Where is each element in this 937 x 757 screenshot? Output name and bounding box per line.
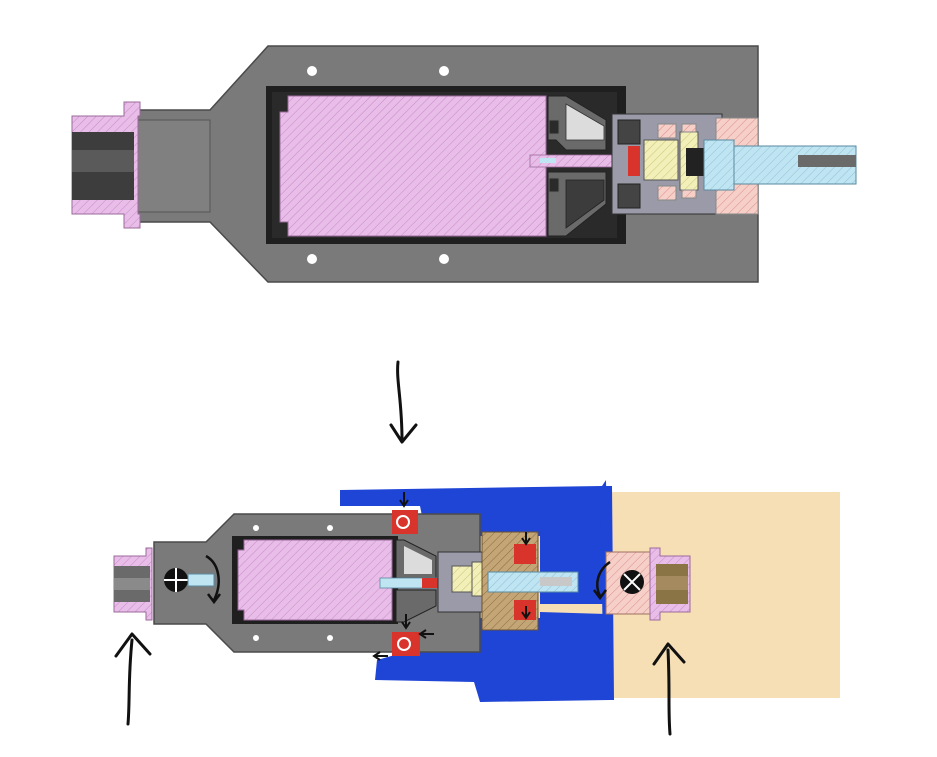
rotation-symbol-right (593, 560, 644, 601)
mount-hole (307, 66, 317, 76)
top-motor-body (279, 95, 547, 237)
up-arrow-right (652, 642, 686, 736)
rotation-symbol-left (164, 554, 221, 605)
top-assembly (71, 45, 857, 283)
mount-hole (439, 66, 449, 76)
red-seal (392, 632, 420, 656)
bottom-assembly (113, 480, 840, 702)
bottom-motor-body (237, 539, 393, 621)
red-seal (514, 544, 536, 564)
mount-hole (307, 254, 317, 264)
red-seal (392, 510, 418, 534)
blue-marker-region (340, 480, 610, 702)
up-arrow-left (114, 632, 152, 726)
top-left-neck (135, 119, 211, 213)
mount-hole (439, 254, 449, 264)
down-arrow (396, 360, 404, 442)
top-gear (643, 139, 679, 181)
